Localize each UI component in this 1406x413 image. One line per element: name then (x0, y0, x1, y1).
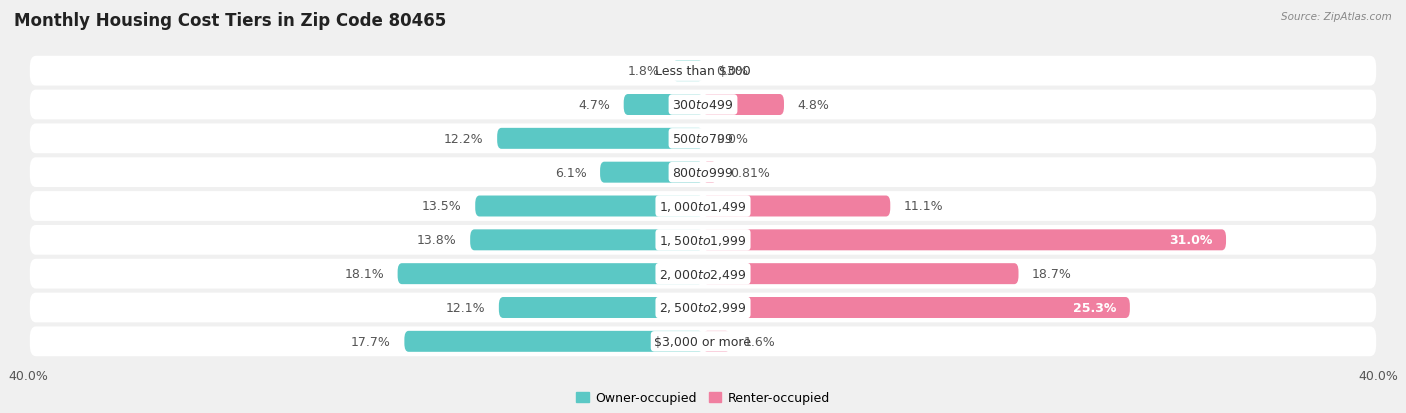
Legend: Owner-occupied, Renter-occupied: Owner-occupied, Renter-occupied (576, 392, 830, 404)
FancyBboxPatch shape (30, 90, 1376, 120)
FancyBboxPatch shape (30, 192, 1376, 221)
Text: $2,500 to $2,999: $2,500 to $2,999 (659, 301, 747, 315)
Text: 13.8%: 13.8% (418, 234, 457, 247)
FancyBboxPatch shape (498, 128, 703, 150)
FancyBboxPatch shape (405, 331, 703, 352)
Text: Less than $300: Less than $300 (655, 65, 751, 78)
FancyBboxPatch shape (499, 297, 703, 318)
Text: Monthly Housing Cost Tiers in Zip Code 80465: Monthly Housing Cost Tiers in Zip Code 8… (14, 12, 446, 30)
Text: $3,000 or more: $3,000 or more (655, 335, 751, 348)
FancyBboxPatch shape (470, 230, 703, 251)
Text: 12.1%: 12.1% (446, 301, 485, 314)
FancyBboxPatch shape (624, 95, 703, 116)
FancyBboxPatch shape (30, 327, 1376, 356)
FancyBboxPatch shape (30, 293, 1376, 323)
Text: 4.7%: 4.7% (578, 99, 610, 112)
FancyBboxPatch shape (703, 263, 1018, 285)
FancyBboxPatch shape (475, 196, 703, 217)
FancyBboxPatch shape (703, 230, 1226, 251)
FancyBboxPatch shape (672, 61, 703, 82)
FancyBboxPatch shape (600, 162, 703, 183)
Text: 6.1%: 6.1% (555, 166, 586, 179)
Text: 31.0%: 31.0% (1170, 234, 1212, 247)
Text: $1,500 to $1,999: $1,500 to $1,999 (659, 233, 747, 247)
Text: 1.6%: 1.6% (744, 335, 775, 348)
Text: 18.7%: 18.7% (1032, 268, 1071, 280)
Text: $1,000 to $1,499: $1,000 to $1,499 (659, 199, 747, 214)
FancyBboxPatch shape (703, 162, 717, 183)
FancyBboxPatch shape (703, 297, 1130, 318)
Text: 11.1%: 11.1% (904, 200, 943, 213)
Text: 13.5%: 13.5% (422, 200, 461, 213)
Text: 12.2%: 12.2% (444, 133, 484, 145)
Text: $500 to $799: $500 to $799 (672, 133, 734, 145)
Text: 0.81%: 0.81% (730, 166, 770, 179)
Text: $800 to $999: $800 to $999 (672, 166, 734, 179)
Text: Source: ZipAtlas.com: Source: ZipAtlas.com (1281, 12, 1392, 22)
Text: 0.0%: 0.0% (717, 133, 748, 145)
Text: 1.8%: 1.8% (627, 65, 659, 78)
FancyBboxPatch shape (703, 331, 730, 352)
Text: 17.7%: 17.7% (352, 335, 391, 348)
FancyBboxPatch shape (30, 225, 1376, 255)
FancyBboxPatch shape (703, 196, 890, 217)
FancyBboxPatch shape (30, 259, 1376, 289)
Text: 4.8%: 4.8% (797, 99, 830, 112)
Text: 0.0%: 0.0% (717, 65, 748, 78)
FancyBboxPatch shape (30, 57, 1376, 86)
FancyBboxPatch shape (398, 263, 703, 285)
FancyBboxPatch shape (703, 95, 785, 116)
FancyBboxPatch shape (30, 158, 1376, 188)
Text: 18.1%: 18.1% (344, 268, 384, 280)
Text: $300 to $499: $300 to $499 (672, 99, 734, 112)
FancyBboxPatch shape (30, 124, 1376, 154)
Text: $2,000 to $2,499: $2,000 to $2,499 (659, 267, 747, 281)
Text: 25.3%: 25.3% (1073, 301, 1116, 314)
